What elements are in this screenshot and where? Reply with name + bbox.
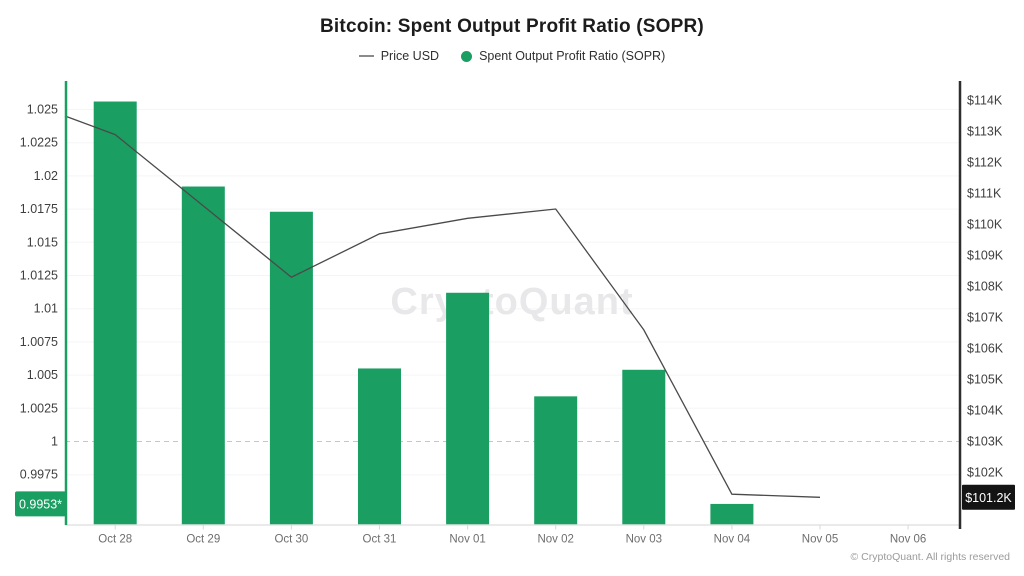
x-axis-label: Nov 01 (449, 534, 485, 546)
line-series-swatch-icon (358, 55, 374, 57)
left-axis-tick-label: 1.01 (34, 302, 58, 316)
left-axis-tick-label: 1.025 (27, 103, 58, 117)
x-axis-label: Oct 31 (363, 534, 397, 546)
right-axis-tick-label: $110K (967, 218, 1003, 232)
x-axis-label: Nov 06 (890, 534, 926, 546)
right-axis-tick-label: $107K (967, 311, 1004, 325)
left-axis-tick-label: 1.02 (34, 169, 58, 183)
right-axis-tick-label: $105K (967, 373, 1004, 387)
legend-item-sopr[interactable]: Spent Output Profit Ratio (SOPR) (461, 49, 665, 63)
sopr-bar-nov-03[interactable] (622, 369, 666, 525)
right-axis-tick-label: $103K (967, 435, 1004, 449)
legend-label-sopr: Spent Output Profit Ratio (SOPR) (479, 49, 666, 63)
right-axis-tick-label: $112K (967, 156, 1003, 170)
x-axis-label: Nov 03 (626, 534, 662, 546)
left-axis-tick-label: 0.9975 (20, 468, 58, 482)
chart-title: Bitcoin: Spent Output Profit Ratio (SOPR… (320, 16, 704, 37)
right-axis-tick-label: $114K (967, 94, 1003, 108)
price-last-value-badge-label: $101.2K (965, 491, 1012, 505)
left-axis-tick-label: 1.0225 (20, 136, 58, 150)
x-axis-label: Oct 28 (98, 534, 132, 546)
right-axis-tick-label: $108K (967, 280, 1004, 294)
left-axis-tick-label: 1.0175 (20, 202, 58, 216)
left-axis-tick-label: 1 (51, 435, 58, 449)
right-axis-tick-label: $113K (967, 125, 1003, 139)
right-axis-tick-label: $104K (967, 404, 1004, 418)
legend-item-price-usd[interactable]: Price USD (358, 49, 440, 63)
right-axis-tick-label: $102K (967, 466, 1004, 480)
x-axis-label: Nov 05 (802, 534, 838, 546)
left-axis-tick-label: 1.0025 (20, 401, 58, 415)
right-axis-tick-label: $106K (967, 342, 1004, 356)
sopr-last-value-badge-label: 0.9953* (19, 497, 62, 511)
legend: Price USD Spent Output Profit Ratio (SOP… (0, 49, 1024, 63)
sopr-bar-oct-31[interactable] (358, 368, 401, 525)
left-axis-tick-label: 1.005 (27, 368, 58, 382)
sopr-bar-oct-30[interactable] (269, 211, 313, 526)
left-axis-tick-label: 1.015 (27, 235, 58, 249)
price-last-value-badge (962, 484, 1015, 510)
sopr-bar-nov-04[interactable] (710, 503, 754, 525)
sopr-bar-nov-01[interactable] (446, 292, 490, 525)
dot-series-swatch-icon (461, 50, 473, 62)
left-axis-tick-label: 1.0125 (20, 269, 58, 283)
sopr-bar-nov-02[interactable] (534, 396, 578, 525)
right-axis-tick-label: $109K (967, 249, 1004, 263)
legend-label-price-usd: Price USD (380, 49, 440, 63)
x-axis-label: Nov 02 (537, 534, 573, 546)
price-usd-line[interactable] (64, 115, 821, 498)
copyright-notice: © CryptoQuant. All rights reserved (850, 551, 1010, 563)
sopr-last-value-badge (15, 491, 66, 517)
x-axis-label: Nov 04 (714, 534, 751, 546)
left-axis-tick-label: 1.0075 (20, 335, 58, 349)
right-axis-tick-label: $111K (967, 187, 1002, 201)
x-axis-label: Oct 29 (186, 534, 220, 546)
cryptoquant-watermark: CryptoQuant (390, 281, 633, 323)
sopr-bar-oct-28[interactable] (93, 101, 137, 526)
sopr-bar-oct-29[interactable] (181, 186, 225, 526)
x-axis-label: Oct 30 (274, 534, 308, 546)
